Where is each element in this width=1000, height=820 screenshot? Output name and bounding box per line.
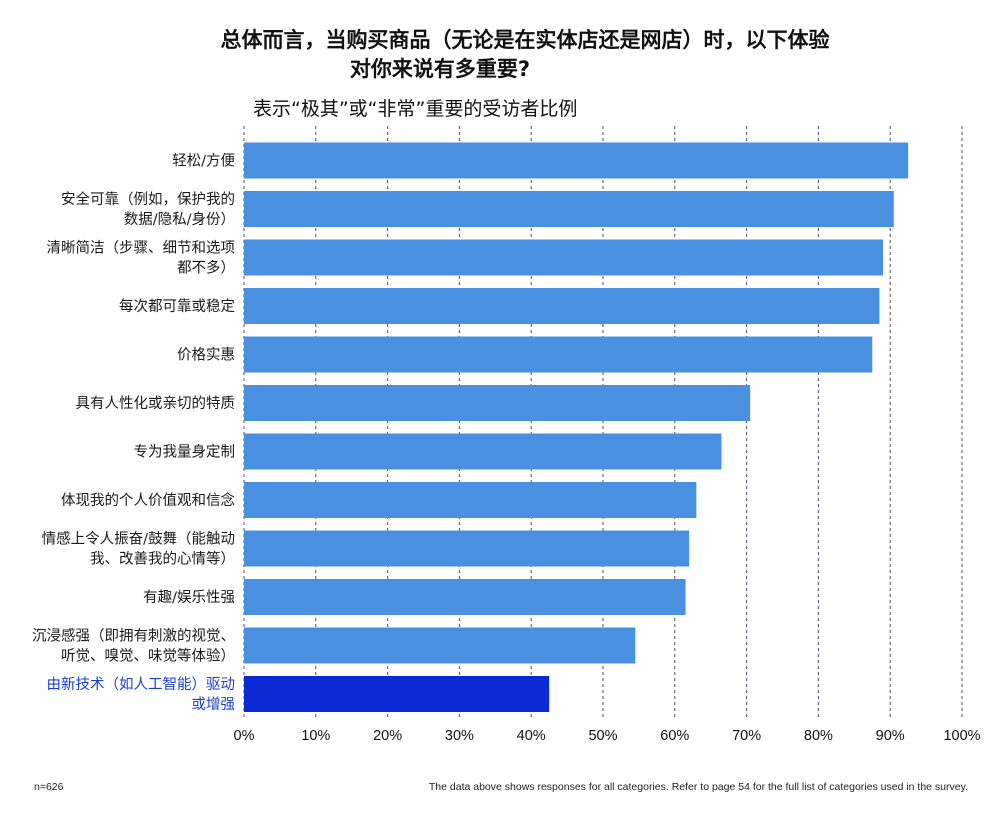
x-tick-label: 30% — [445, 728, 474, 744]
x-tick-label: 50% — [588, 728, 617, 744]
category-label-line: 由新技术（如人工智能）驱动 — [47, 676, 236, 693]
x-tick-label: 90% — [876, 728, 905, 744]
category-label: 具有人性化或亲切的特质 — [76, 395, 236, 412]
category-label: 由新技术（如人工智能）驱动或增强 — [47, 676, 236, 713]
category-label-line: 价格实惠 — [177, 347, 235, 364]
bar — [244, 433, 722, 470]
chart-title-line-2: 对你来说有多重要? — [349, 57, 531, 81]
category-label: 情感上令人振奋/鼓舞（能触动我、改善我的心情等） — [42, 531, 235, 568]
category-label: 体现我的个人价值观和信念 — [61, 491, 235, 509]
category-label: 有趣/娱乐性强 — [143, 589, 235, 606]
chart-title-line-1: 总体而言，当购买商品（无论是在实体店还是网店）时，以下体验 — [220, 28, 830, 52]
category-label-line: 轻松/方便 — [172, 153, 235, 170]
chart-title: 总体而言，当购买商品（无论是在实体店还是网店）时，以下体验 对你来说有多重要? — [0, 26, 1000, 84]
category-label: 安全可靠（例如，保护我的数据/隐私/身份） — [61, 190, 235, 228]
bar — [244, 627, 636, 664]
bar — [244, 239, 884, 276]
category-label-line: 安全可靠（例如，保护我的 — [61, 190, 235, 208]
category-label-line: 沉浸感强（即拥有刺激的视觉、 — [32, 628, 235, 645]
category-label-line: 情感上令人振奋/鼓舞（能触动 — [42, 531, 235, 548]
x-tick-label: 70% — [732, 728, 761, 744]
bar — [244, 385, 751, 421]
category-label: 清晰简洁（步骤、细节和选项都不多） — [47, 240, 236, 277]
bar — [244, 142, 909, 179]
x-tick-label: 40% — [517, 728, 546, 744]
x-tick-label: 10% — [301, 728, 330, 744]
category-label-line: 数据/隐私/身份） — [124, 211, 235, 228]
category-label-line: 体现我的个人价值观和信念 — [61, 491, 235, 509]
category-label: 轻松/方便 — [172, 153, 235, 170]
category-label-line: 都不多） — [177, 260, 235, 277]
bar — [244, 482, 697, 518]
category-label: 沉浸感强（即拥有刺激的视觉、听觉、嗅觉、味觉等体验） — [32, 628, 235, 665]
category-label-line: 清晰简洁（步骤、细节和选项 — [47, 240, 236, 257]
category-label-line: 听觉、嗅觉、味觉等体验） — [61, 647, 235, 665]
category-label: 专为我量身定制 — [134, 444, 236, 461]
category-label-line: 我、改善我的心情等） — [90, 550, 235, 568]
sample-size-note: n=626 — [34, 781, 64, 793]
x-tick-label: 80% — [804, 728, 833, 744]
category-label-line: 有趣/娱乐性强 — [143, 589, 235, 606]
bar — [244, 191, 894, 227]
bar — [244, 336, 873, 373]
x-tick-label: 60% — [660, 728, 689, 744]
bar — [244, 288, 880, 324]
bar — [244, 530, 690, 567]
chart-subtitle: 表示“极其”或“非常”重要的受访者比例 — [253, 98, 578, 120]
category-label-line: 或增强 — [192, 696, 236, 713]
category-label-line: 每次都可靠或稳定 — [119, 298, 235, 315]
x-tick-label: 0% — [234, 728, 255, 744]
x-tick-label: 100% — [943, 728, 980, 744]
x-tick-label: 20% — [373, 728, 402, 744]
category-label: 每次都可靠或稳定 — [119, 298, 235, 315]
bar — [244, 579, 686, 615]
category-label-line: 专为我量身定制 — [134, 444, 236, 461]
category-label-line: 具有人性化或亲切的特质 — [76, 395, 236, 412]
category-label: 价格实惠 — [177, 347, 235, 364]
footer-note: The data above shows responses for all c… — [428, 781, 968, 793]
bar — [244, 676, 550, 712]
